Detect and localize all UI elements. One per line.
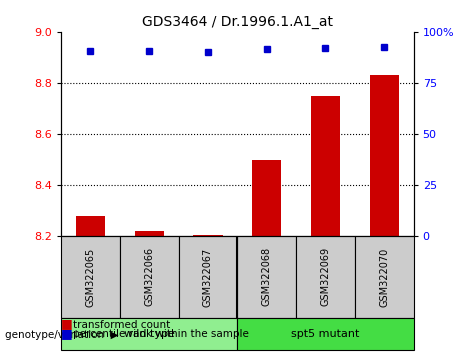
Text: GSM322065: GSM322065: [86, 247, 95, 307]
Bar: [311, 96, 340, 236]
Text: GSM322068: GSM322068: [262, 247, 272, 307]
Text: GSM322069: GSM322069: [321, 247, 330, 307]
Bar: [193, 235, 223, 236]
Text: GSM322067: GSM322067: [203, 247, 213, 307]
Bar: [252, 160, 282, 236]
Bar: [61, 318, 237, 350]
Text: transformed count: transformed count: [73, 320, 170, 330]
Bar: [76, 216, 105, 236]
Text: wild type: wild type: [124, 329, 175, 339]
Text: percentile rank within the sample: percentile rank within the sample: [73, 329, 249, 339]
Bar: [134, 231, 164, 236]
Bar: [237, 236, 296, 318]
Bar: [355, 236, 414, 318]
Text: genotype/variation  ▶: genotype/variation ▶: [5, 330, 118, 339]
Bar: [179, 236, 237, 318]
Bar: [237, 318, 414, 350]
Bar: [296, 236, 355, 318]
Bar: [369, 75, 399, 236]
Text: ■: ■: [61, 318, 73, 330]
Text: GSM322066: GSM322066: [144, 247, 154, 307]
Text: spt5 mutant: spt5 mutant: [291, 329, 360, 339]
Text: GSM322070: GSM322070: [379, 247, 389, 307]
Title: GDS3464 / Dr.1996.1.A1_at: GDS3464 / Dr.1996.1.A1_at: [142, 16, 333, 29]
Text: ■: ■: [61, 327, 73, 340]
Bar: [61, 236, 120, 318]
Bar: [120, 236, 179, 318]
